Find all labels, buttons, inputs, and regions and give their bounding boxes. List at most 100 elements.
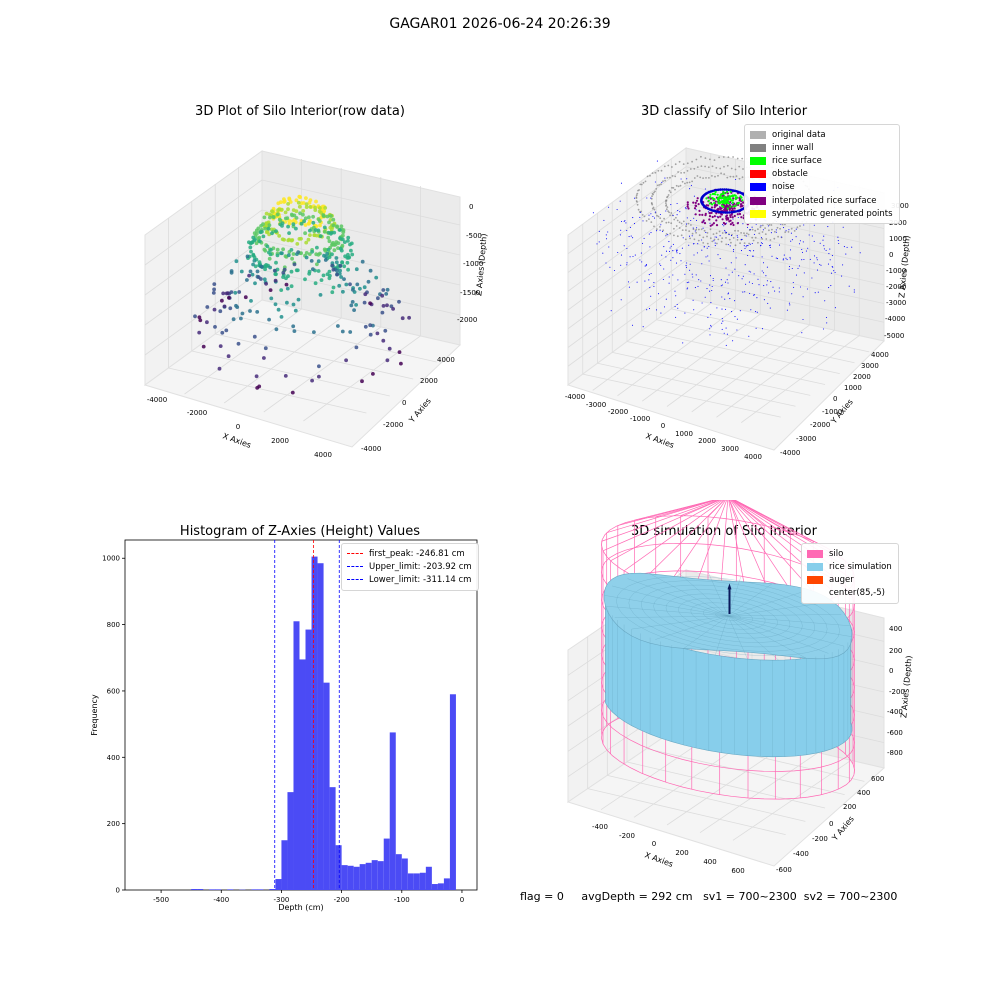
data-point (330, 252, 334, 257)
noise-point (737, 216, 739, 219)
p4-ytick: 200 (843, 803, 856, 811)
noise-point (851, 246, 853, 248)
inner-wall-point (771, 228, 773, 231)
rice-surface-point (707, 199, 710, 202)
p2-zlabel: Z Axies (Depth) (897, 235, 911, 298)
data-point (280, 237, 285, 242)
rice-surface-point (709, 193, 712, 196)
data-point (291, 222, 296, 227)
data-point (296, 200, 301, 205)
noise-point (749, 250, 752, 252)
data-point (311, 267, 315, 272)
noise-point (774, 290, 776, 292)
noise-point (667, 234, 669, 236)
noise-point (605, 234, 607, 236)
data-point (239, 316, 243, 321)
noise-point (682, 237, 684, 239)
data-point (341, 233, 345, 238)
inner-wall-point (691, 180, 693, 183)
noise-point (676, 303, 678, 306)
data-point (263, 346, 268, 351)
inner-wall-point (673, 227, 675, 230)
noise-point (752, 255, 754, 257)
noise-point (704, 296, 706, 298)
inner-wall-point (663, 217, 665, 220)
legend-swatch (750, 143, 766, 152)
grid-line (567, 166, 687, 255)
interpolated-point (711, 223, 714, 226)
noise-point (676, 214, 678, 216)
interpolated-point (712, 222, 715, 225)
noise-point (845, 253, 847, 255)
p1-xtick: -4000 (147, 396, 167, 404)
noise-point (721, 328, 723, 330)
noise-point (630, 235, 632, 237)
p2-ytick: -4000 (780, 449, 800, 457)
noise-point (663, 246, 665, 248)
data-point (354, 345, 359, 350)
noise-point (711, 285, 713, 288)
legend-line (347, 566, 363, 568)
p2-ztick: -1000 (886, 267, 906, 275)
histogram-bar (215, 889, 222, 890)
noise-point (672, 274, 674, 276)
inner-wall-point (748, 242, 750, 245)
data-point (329, 227, 334, 232)
data-point (290, 390, 295, 395)
noise-point (750, 271, 752, 273)
legend-swatch (807, 589, 823, 597)
noise-point (686, 178, 688, 180)
interpolated-point (716, 208, 719, 211)
data-point (245, 254, 250, 259)
rice-mesh (727, 615, 807, 659)
histogram-bar (251, 889, 258, 890)
inner-wall-point (656, 214, 658, 217)
noise-point (721, 317, 723, 320)
inner-wall-point (646, 175, 649, 178)
data-point (308, 228, 312, 233)
noise-point (620, 229, 622, 231)
noise-point (740, 239, 743, 241)
data-point (358, 286, 362, 291)
noise-point (721, 308, 723, 310)
noise-point (681, 247, 683, 249)
inner-wall-point (706, 242, 709, 245)
noise-point (648, 214, 650, 216)
noise-point (786, 259, 788, 261)
noise-point (766, 280, 768, 282)
noise-point (823, 248, 825, 250)
noise-point (837, 236, 839, 238)
noise-point (778, 287, 780, 289)
noise-point (688, 244, 690, 246)
noise-point (641, 261, 643, 263)
data-point (289, 284, 294, 289)
data-point (310, 378, 314, 383)
noise-point (780, 236, 782, 238)
inner-wall-point (698, 234, 701, 237)
inner-wall-point (686, 181, 689, 184)
rice-surface-point (734, 194, 737, 197)
noise-ring-point (731, 189, 735, 192)
noise-point (648, 279, 650, 281)
data-point (335, 272, 339, 277)
inner-wall-point (681, 229, 684, 232)
legend-item-noise: noise (750, 181, 893, 194)
noise-point (626, 262, 628, 264)
inner-wall-point (665, 233, 668, 235)
data-point (340, 237, 345, 242)
data-point (252, 334, 257, 339)
data-point (281, 275, 285, 279)
rice-mesh (708, 572, 729, 617)
noise-point (626, 264, 628, 266)
data-point (331, 285, 336, 290)
data-point (267, 223, 272, 228)
grid-line (741, 335, 860, 423)
data-point (243, 295, 248, 300)
noise-point (731, 271, 733, 273)
inner-wall-point (793, 230, 796, 232)
rice-surface-point (736, 202, 739, 205)
noise-point (720, 279, 722, 281)
inner-wall-point (686, 170, 689, 172)
data-point (308, 233, 312, 238)
grid-line (223, 317, 342, 404)
